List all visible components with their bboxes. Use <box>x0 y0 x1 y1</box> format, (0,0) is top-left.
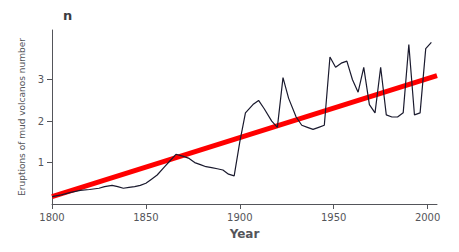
svg-text:1850: 1850 <box>133 212 158 223</box>
svg-text:1900: 1900 <box>227 212 252 223</box>
svg-text:Year: Year <box>229 227 260 241</box>
svg-text:1800: 1800 <box>39 212 64 223</box>
svg-text:1950: 1950 <box>321 212 346 223</box>
svg-text:n: n <box>63 8 72 23</box>
svg-text:2000: 2000 <box>415 212 440 223</box>
svg-text:1: 1 <box>38 157 44 168</box>
svg-text:Eruptions of mud volcanos numb: Eruptions of mud volcanos number <box>17 38 27 196</box>
svg-text:3: 3 <box>38 74 44 85</box>
svg-text:2: 2 <box>38 116 44 127</box>
